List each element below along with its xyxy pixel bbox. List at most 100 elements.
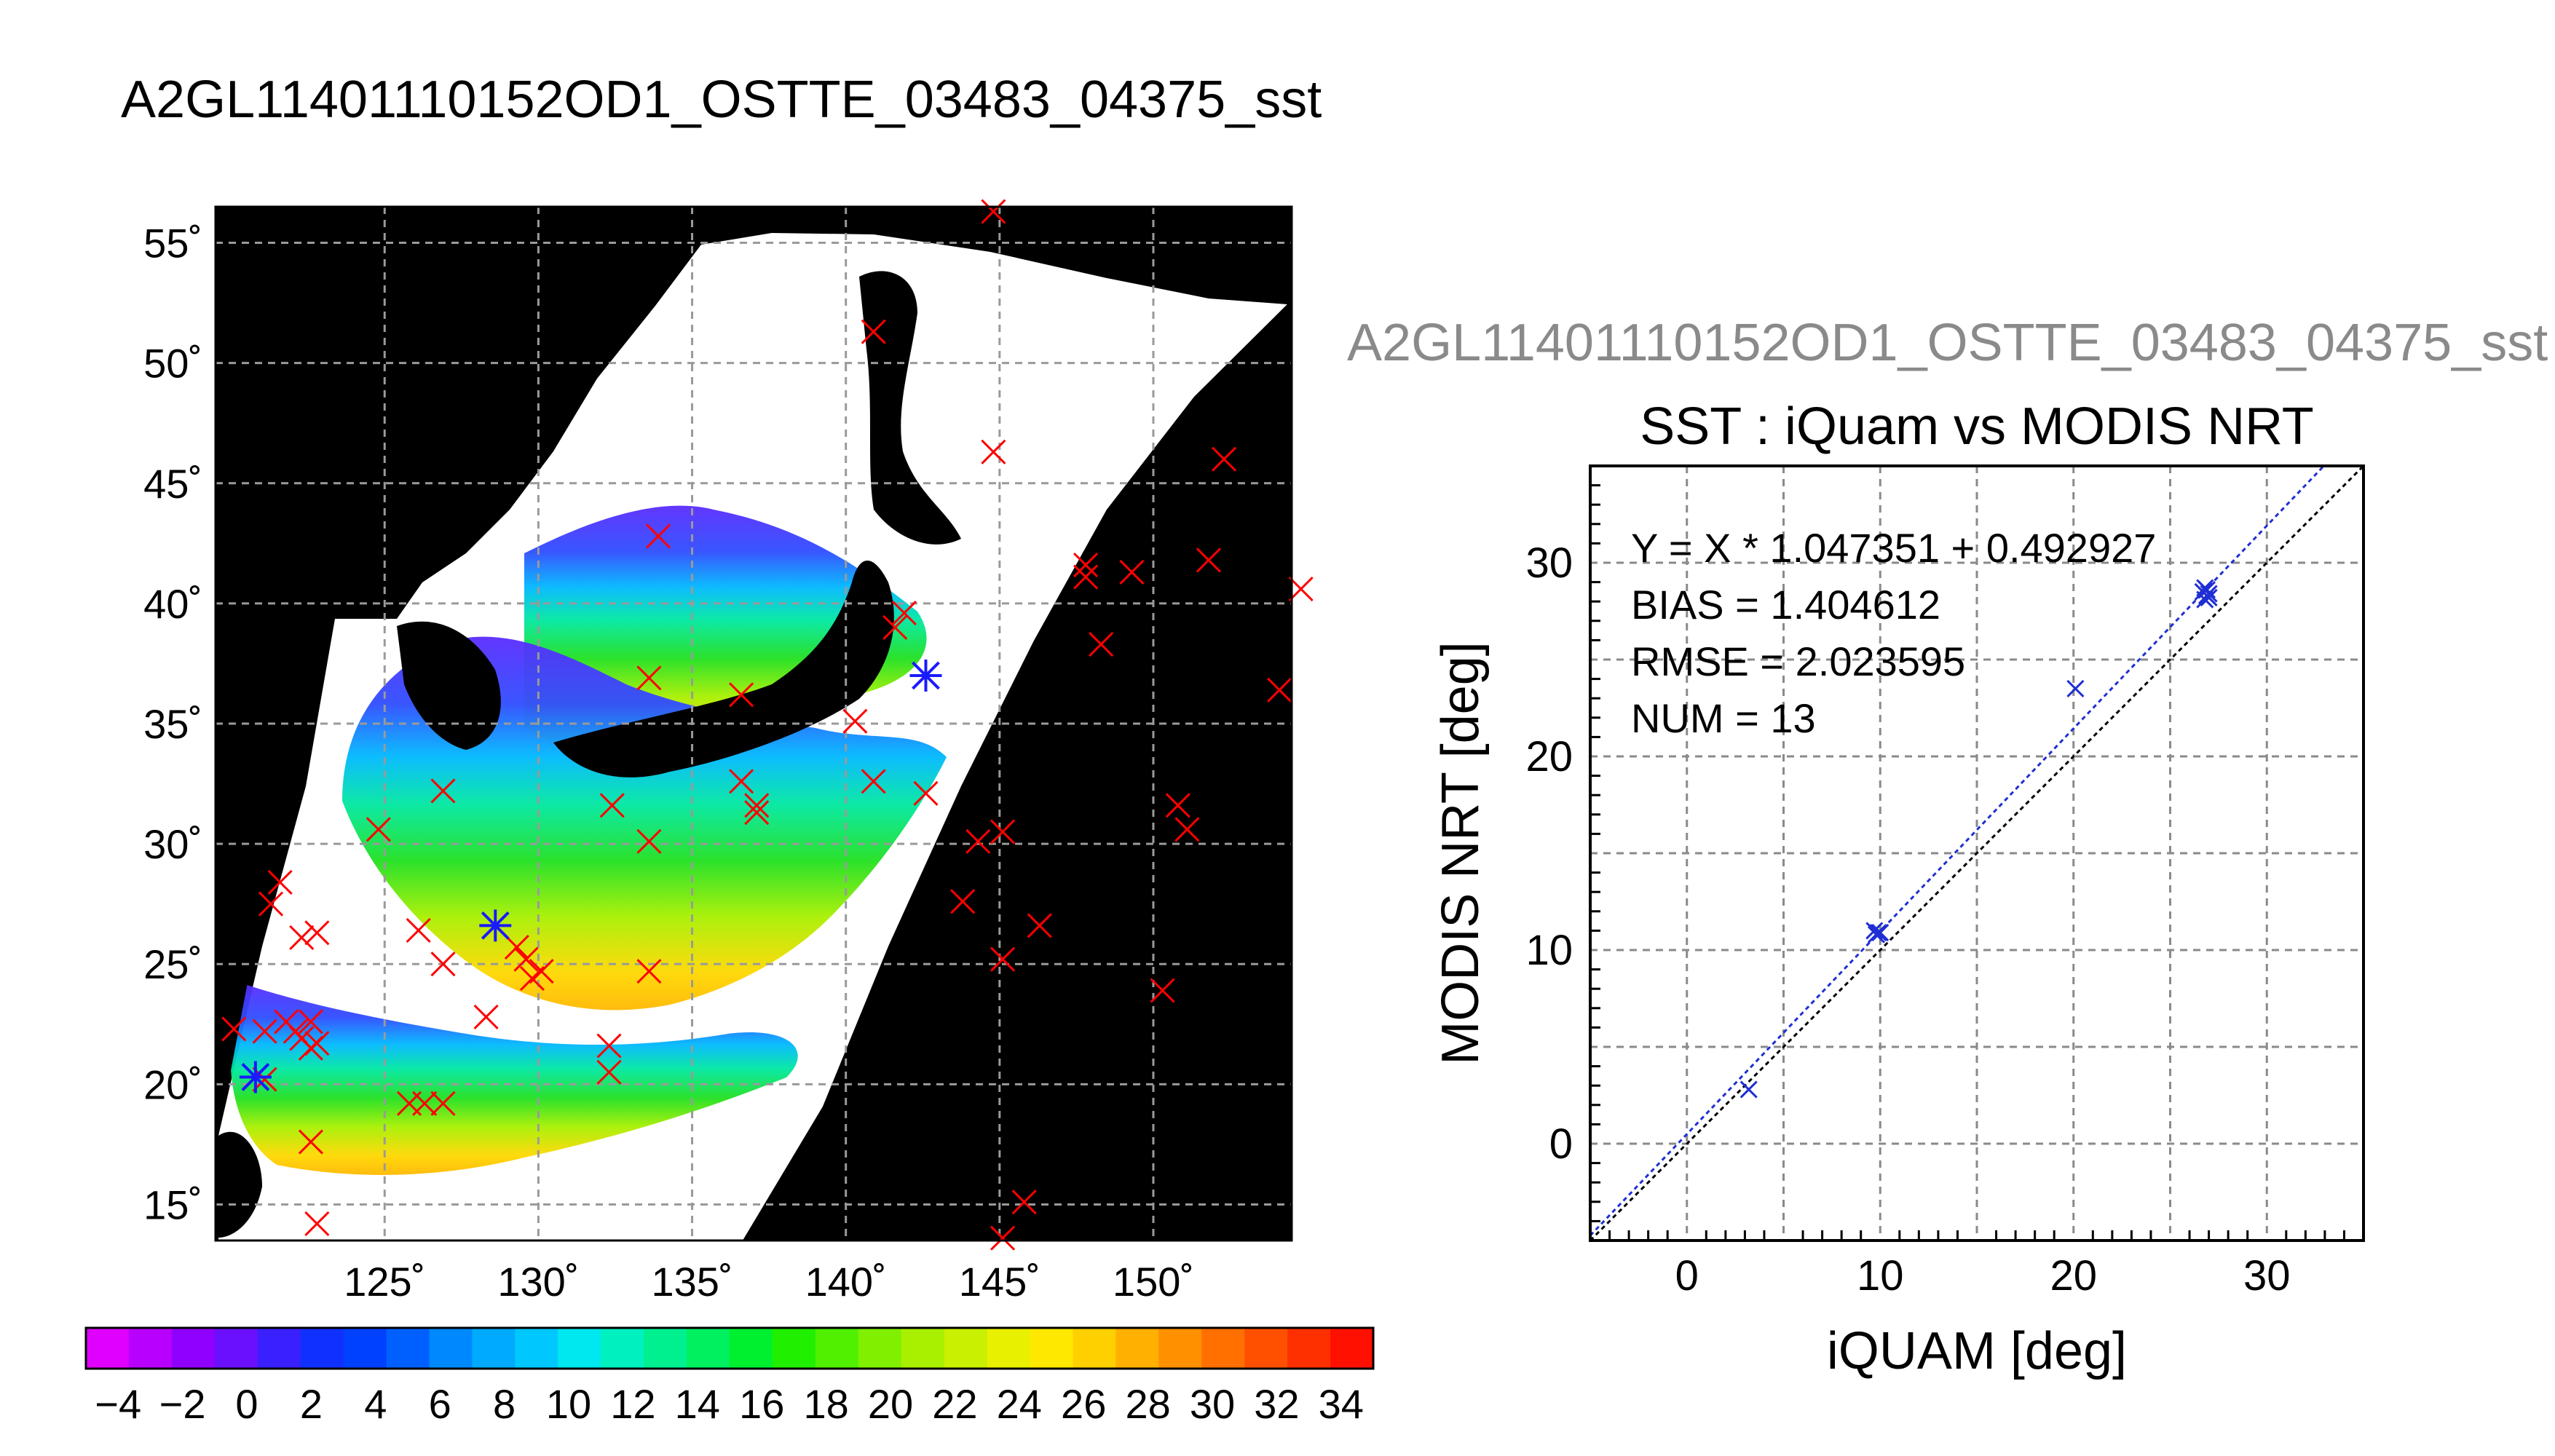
red-marker-stroke	[1196, 547, 1222, 573]
red-marker-stroke	[1150, 978, 1175, 1003]
latitude-tick-label: 45˚	[143, 461, 202, 507]
red-marker-stroke	[913, 780, 939, 806]
red-marker	[1150, 978, 1175, 1003]
red-marker-stroke	[861, 319, 886, 344]
red-marker	[646, 523, 671, 549]
red-marker-stroke	[1212, 446, 1237, 472]
latitude-tick-label: 15˚	[143, 1182, 202, 1227]
red-marker-stroke	[519, 965, 545, 992]
red-marker-stroke	[1089, 631, 1114, 657]
red-marker-stroke	[406, 917, 431, 943]
red-marker-stroke	[412, 1091, 438, 1116]
map-frame	[214, 205, 1293, 1242]
red-marker-stroke	[646, 523, 671, 549]
red-marker-stroke	[965, 828, 991, 854]
page-title: A2GL11401110152OD1_OSTTE_03483_04375_sst	[121, 71, 1322, 129]
blue-marker	[479, 909, 512, 942]
red-marker	[842, 708, 868, 734]
red-marker-stroke	[744, 800, 770, 826]
red-marker	[304, 1211, 330, 1236]
longitude-tick-label: 145˚	[959, 1259, 1040, 1305]
red-marker-stroke	[636, 665, 662, 691]
red-marker-stroke	[1165, 793, 1190, 818]
blue-marker	[909, 659, 942, 692]
land-taiwan	[218, 1131, 262, 1238]
red-marker-stroke	[729, 682, 754, 708]
red-marker	[304, 920, 330, 946]
red-marker	[304, 1031, 330, 1056]
latitude-tick-labels: 55˚ 50˚ 45˚ 40˚ 35˚ 30˚ 25˚ 20˚ 15˚	[143, 221, 202, 1228]
red-marker	[729, 769, 754, 794]
red-marker	[1174, 817, 1200, 842]
red-marker	[861, 319, 886, 344]
red-marker-stroke	[1027, 913, 1052, 938]
red-marker	[1267, 677, 1292, 703]
red-marker-stroke	[298, 1009, 323, 1034]
red-marker-stroke	[289, 925, 315, 950]
red-marker-stroke	[366, 817, 391, 842]
red-marker	[1073, 552, 1099, 578]
latitude-tick-label: 40˚	[143, 581, 202, 627]
red-marker	[891, 601, 917, 626]
red-marker	[430, 778, 456, 804]
red-marker-stroke	[1267, 677, 1292, 703]
red-marker	[252, 1018, 277, 1044]
longitude-tick-label: 130˚	[497, 1259, 579, 1305]
red-marker-stroke	[504, 935, 529, 960]
red-marker-stroke	[258, 891, 284, 917]
map-gridlines	[216, 207, 1292, 1241]
red-marker	[473, 1004, 499, 1029]
red-marker-stroke	[636, 959, 662, 984]
longitude-tick-labels: 125˚ 130˚ 135˚ 140˚ 145˚ 150˚	[344, 1259, 1194, 1305]
red-marker-stroke	[252, 1018, 277, 1044]
red-marker-stroke	[430, 778, 456, 804]
land-korea	[397, 621, 501, 750]
red-marker	[221, 1016, 247, 1042]
latitude-tick-label: 55˚	[143, 221, 202, 266]
red-marker	[596, 1059, 622, 1085]
land-sakhalin-hokkaido	[859, 271, 961, 545]
red-marker	[729, 682, 754, 708]
red-marker	[882, 614, 908, 640]
red-marker-stroke	[861, 769, 886, 794]
red-marker	[430, 1091, 456, 1116]
red-marker	[412, 1091, 438, 1116]
red-marker-stroke	[430, 1091, 456, 1116]
red-marker-stroke	[636, 828, 662, 854]
red-marker-stroke	[990, 1225, 1016, 1251]
red-marker-stroke	[891, 601, 917, 626]
red-marker	[289, 925, 315, 950]
latitude-tick-label: 20˚	[143, 1061, 202, 1107]
latitude-tick-label: 30˚	[143, 821, 202, 867]
latitude-tick-label: 25˚	[143, 941, 202, 987]
red-marker-stroke	[981, 439, 1006, 464]
red-marker	[599, 793, 625, 818]
red-marker	[990, 946, 1016, 972]
red-marker	[950, 889, 976, 914]
latitude-tick-label: 35˚	[143, 701, 202, 747]
red-marker	[258, 891, 284, 917]
longitude-tick-label: 140˚	[805, 1259, 887, 1305]
red-marker	[981, 199, 1006, 224]
red-marker	[744, 800, 770, 826]
red-marker-stroke	[304, 920, 330, 946]
red-marker-stroke	[1174, 817, 1200, 842]
blue-marker	[239, 1061, 272, 1093]
red-marker	[1011, 1190, 1037, 1215]
red-marker-stroke	[221, 1016, 247, 1042]
red-marker	[1212, 446, 1237, 472]
red-marker	[1165, 793, 1190, 818]
red-marker-stroke	[298, 1129, 323, 1155]
red-marker	[430, 951, 456, 977]
red-marker-stroke	[981, 199, 1006, 224]
red-marker-stroke	[430, 951, 456, 977]
red-marker	[1196, 547, 1222, 573]
land-mainland-asia	[216, 207, 701, 1136]
longitude-tick-label: 125˚	[344, 1259, 425, 1305]
red-marker-stroke	[252, 1067, 277, 1092]
red-marker	[981, 439, 1006, 464]
red-marker	[1119, 559, 1145, 585]
red-marker	[519, 965, 545, 992]
longitude-tick-label: 135˚	[651, 1259, 732, 1305]
red-marker-stroke	[513, 946, 539, 972]
